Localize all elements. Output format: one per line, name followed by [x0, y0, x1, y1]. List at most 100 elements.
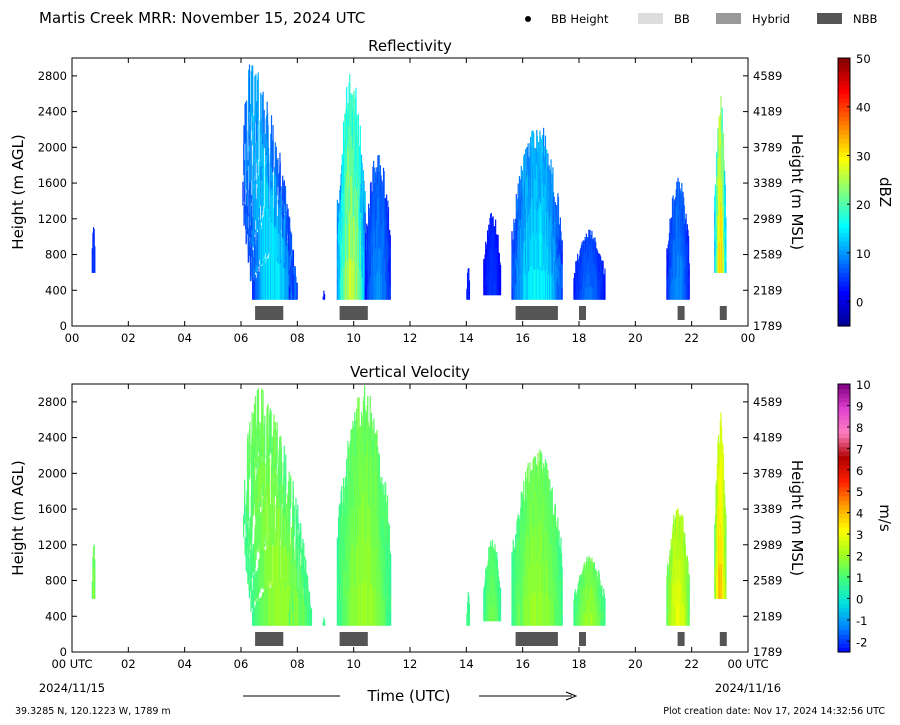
echo-bin	[349, 553, 351, 590]
echo-bin	[680, 518, 682, 541]
echo-bin	[369, 262, 371, 282]
colorbar-segment	[838, 133, 850, 139]
echo-bin	[528, 185, 530, 215]
echo-bin	[544, 201, 547, 235]
echo-bin	[515, 552, 517, 572]
echo-bin	[580, 258, 582, 269]
echo-bin	[686, 597, 688, 612]
echo-bin	[254, 181, 256, 221]
echo-bin	[541, 200, 543, 235]
echo-bin	[596, 605, 599, 616]
echo-bin	[533, 265, 535, 300]
echo-bin	[344, 262, 347, 300]
echo-bin	[582, 614, 584, 626]
echo-bin	[495, 234, 497, 247]
echo-bin	[269, 253, 271, 300]
echo-bin	[257, 72, 259, 119]
echo-bin	[604, 268, 606, 276]
echo-bin	[673, 559, 675, 582]
bright-band-marker	[677, 632, 685, 646]
echo-bin	[468, 607, 470, 614]
echo-bin	[485, 600, 487, 611]
echo-bin	[539, 164, 541, 199]
echo-bin	[288, 293, 291, 297]
echo-bin	[522, 494, 524, 522]
echo-bin	[352, 549, 355, 588]
echo-bin	[535, 496, 537, 530]
echo-bin	[323, 619, 325, 622]
echo-bin	[585, 263, 587, 276]
echo-bin	[383, 554, 386, 579]
echo-bin	[363, 442, 365, 489]
echo-bin	[593, 237, 595, 251]
echo-bin	[597, 616, 599, 626]
echo-bin	[351, 135, 353, 178]
echo-bin	[291, 617, 293, 626]
echo-bin	[322, 622, 324, 624]
echo-bin	[485, 577, 487, 590]
echo-bin	[600, 256, 602, 266]
echo-bin	[688, 248, 690, 262]
echo-bin	[539, 198, 541, 233]
echo-bin	[362, 255, 364, 278]
echo-bin	[521, 225, 523, 251]
echo-bin	[379, 248, 381, 275]
echo-bin	[725, 250, 727, 262]
echo-bin	[587, 237, 589, 251]
echo-bin	[520, 179, 522, 204]
echo-bin	[370, 412, 373, 456]
echo-bin	[490, 246, 492, 263]
echo-bin	[668, 566, 670, 579]
echo-bin	[723, 504, 725, 529]
echo-bin	[352, 175, 355, 218]
echo-bin	[383, 273, 385, 300]
echo-bin	[717, 467, 720, 501]
echo-bin	[370, 455, 373, 499]
echo-bin	[351, 507, 353, 548]
echo-bin	[670, 556, 672, 571]
echo-bin	[258, 273, 261, 300]
echo-bin	[274, 216, 276, 259]
echo-bin	[496, 284, 499, 296]
echo-bin	[292, 605, 294, 611]
echo-bin	[485, 569, 487, 581]
echo-bin	[587, 574, 589, 588]
echo-bin	[263, 588, 265, 626]
echo-bin	[527, 527, 529, 561]
echo-bin	[308, 590, 310, 609]
echo-bin	[468, 286, 470, 294]
echo-bin	[369, 252, 372, 277]
echo-bin	[556, 242, 558, 262]
echo-bin	[362, 195, 365, 223]
colorbar-segment	[838, 446, 850, 452]
echo-bin	[368, 467, 371, 508]
echo-bin	[597, 252, 599, 263]
echo-bin	[276, 257, 278, 300]
echo-bin	[724, 535, 726, 558]
echo-bin	[291, 592, 294, 600]
echo-bin	[498, 594, 500, 604]
echo-bin	[495, 279, 497, 296]
echo-bin	[493, 226, 495, 241]
echo-bin	[558, 254, 560, 270]
echo-bin	[263, 499, 265, 542]
echo-bin	[385, 539, 387, 562]
echo-bin	[556, 266, 558, 284]
echo-bin	[496, 262, 499, 274]
echo-bin	[274, 142, 276, 175]
echo-bin	[537, 452, 539, 488]
echo-bin	[556, 249, 558, 267]
echo-bin	[516, 604, 518, 626]
echo-bin	[264, 492, 266, 538]
echo-bin	[552, 193, 554, 221]
echo-bin	[355, 256, 357, 300]
echo-bin	[717, 214, 720, 245]
x-tick-label: 08	[290, 331, 305, 345]
echo-bin	[525, 239, 527, 270]
colorbar-segment	[838, 638, 850, 644]
echo-bin	[541, 594, 543, 626]
echo-bin	[669, 267, 671, 284]
echo-bin	[349, 164, 351, 210]
echo-bin	[598, 570, 600, 582]
x-tick-label: 04	[177, 657, 192, 671]
